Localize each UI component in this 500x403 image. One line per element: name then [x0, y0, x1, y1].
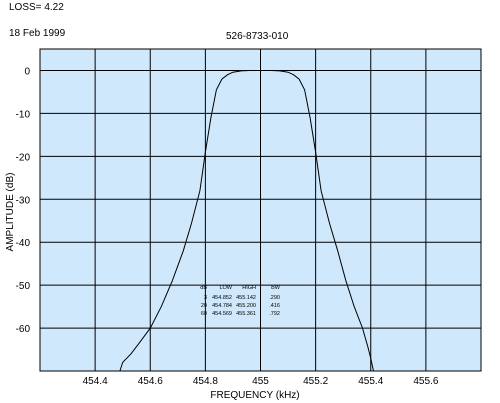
- bandwidth-table: dB LOW HIGH BW 3 454.852 455.142 .290 20 454.784 4…: [200, 285, 281, 317]
- grid-lines: [40, 49, 481, 371]
- x-tick-label: 455: [252, 376, 269, 387]
- date-label: 18 Feb 1999: [9, 28, 66, 39]
- table-header: BW: [271, 285, 281, 291]
- y-tick-label: -50: [16, 281, 31, 292]
- table-header: LOW: [219, 285, 232, 291]
- table-cell: 455.142: [236, 295, 256, 301]
- table-cell: .290: [269, 295, 280, 301]
- table-cell: 20: [201, 303, 207, 309]
- y-tick-labels: 0 -10 -20 -30 -40 -50 -60: [16, 66, 31, 335]
- chart-title: 526-8733-010: [226, 31, 289, 42]
- x-tick-label: 455.4: [358, 376, 383, 387]
- table-cell: 454.569: [212, 311, 232, 317]
- x-tick-labels: 454.4 454.6 454.8 455 455.2 455.4 455.6: [83, 376, 439, 387]
- table-cell: .416: [269, 303, 280, 309]
- loss-label: LOSS=: [9, 2, 42, 13]
- y-tick-label: -40: [16, 238, 31, 249]
- table-cell: 455.200: [236, 303, 256, 309]
- y-tick-label: -20: [16, 152, 31, 163]
- y-axis-label: AMPLITUDE (dB): [5, 173, 16, 252]
- x-tick-label: 455.2: [303, 376, 328, 387]
- x-axis-label: FREQUENCY (kHz): [210, 390, 299, 401]
- table-cell: .792: [269, 311, 280, 317]
- table-header: HIGH: [242, 285, 256, 291]
- table-cell: 455.361: [236, 311, 256, 317]
- y-tick-label: -10: [16, 109, 31, 120]
- x-tick-label: 454.4: [83, 376, 108, 387]
- response-curve: [119, 70, 374, 372]
- table-cell: 3: [204, 295, 207, 301]
- plot-frame: [39, 48, 482, 372]
- loss-value: 4.22: [44, 2, 64, 13]
- x-tick-label: 455.6: [413, 376, 438, 387]
- table-header: dB: [200, 285, 207, 291]
- loss-readout: LOSS= 4.22: [9, 2, 64, 13]
- table-cell: 454.852: [212, 295, 232, 301]
- table-cell: 60: [201, 311, 207, 317]
- table-cell: 454.784: [212, 303, 232, 309]
- y-tick-label: 0: [24, 66, 30, 77]
- y-tick-label: -30: [16, 195, 31, 206]
- y-tick-label: -60: [16, 324, 31, 335]
- x-tick-label: 454.8: [193, 376, 218, 387]
- x-tick-label: 454.6: [138, 376, 163, 387]
